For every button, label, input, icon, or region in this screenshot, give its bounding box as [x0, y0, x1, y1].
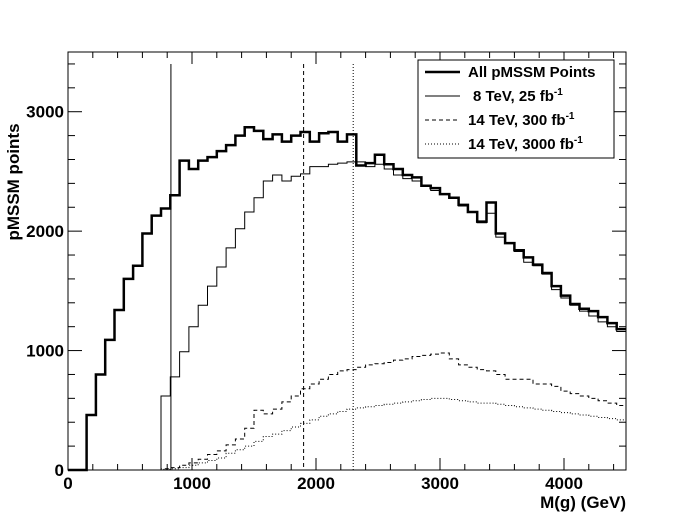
series-line-3: [68, 397, 626, 471]
y-tick-label: 2000: [26, 222, 64, 241]
legend-label-14tev-300-main: 14 TeV, 300 fb: [468, 112, 566, 129]
legend-label-all: All pMSSM Points: [468, 64, 596, 81]
x-tick-label: 2000: [297, 474, 335, 493]
x-tick-label: 4000: [545, 474, 583, 493]
legend-label-8tev-main: 8 TeV, 25 fb: [473, 88, 554, 105]
threshold-lines: [170, 64, 354, 470]
y-tick-label: 3000: [26, 103, 64, 122]
histogram-lines: [68, 125, 626, 472]
series-line-1: [68, 161, 626, 471]
legend: All pMSSM Points 8 TeV, 25 fb-1 14 TeV, …: [417, 59, 615, 159]
y-tick-label: 0: [55, 461, 64, 480]
legend-label-14tev-300: 14 TeV, 300 fb-1: [468, 111, 575, 129]
x-axis-title: M(g) (GeV): [540, 493, 626, 512]
legend-label-14tev-300-sup: -1: [566, 111, 575, 122]
legend-box: [417, 59, 615, 159]
legend-label-14tev-3000-sup: -1: [574, 135, 583, 146]
plot-frame: [67, 51, 627, 471]
y-axis-title: pMSSM points: [4, 123, 23, 240]
legend-label-14tev-3000-main: 14 TeV, 3000 fb: [468, 136, 574, 153]
legend-label-8tev: 8 TeV, 25 fb-1: [473, 87, 563, 105]
x-tick-label: 0: [63, 474, 72, 493]
legend-label-14tev-3000: 14 TeV, 3000 fb-1: [468, 135, 583, 153]
y-tick-label: 1000: [26, 342, 64, 361]
axes: 0 1000 2000 3000 4000 0 1000 2000 3000: [26, 52, 626, 493]
legend-label-8tev-sup: -1: [554, 87, 563, 98]
series-line-0: [68, 125, 626, 472]
series-line-2: [68, 352, 626, 471]
x-tick-label: 3000: [421, 474, 459, 493]
x-tick-label: 1000: [173, 474, 211, 493]
